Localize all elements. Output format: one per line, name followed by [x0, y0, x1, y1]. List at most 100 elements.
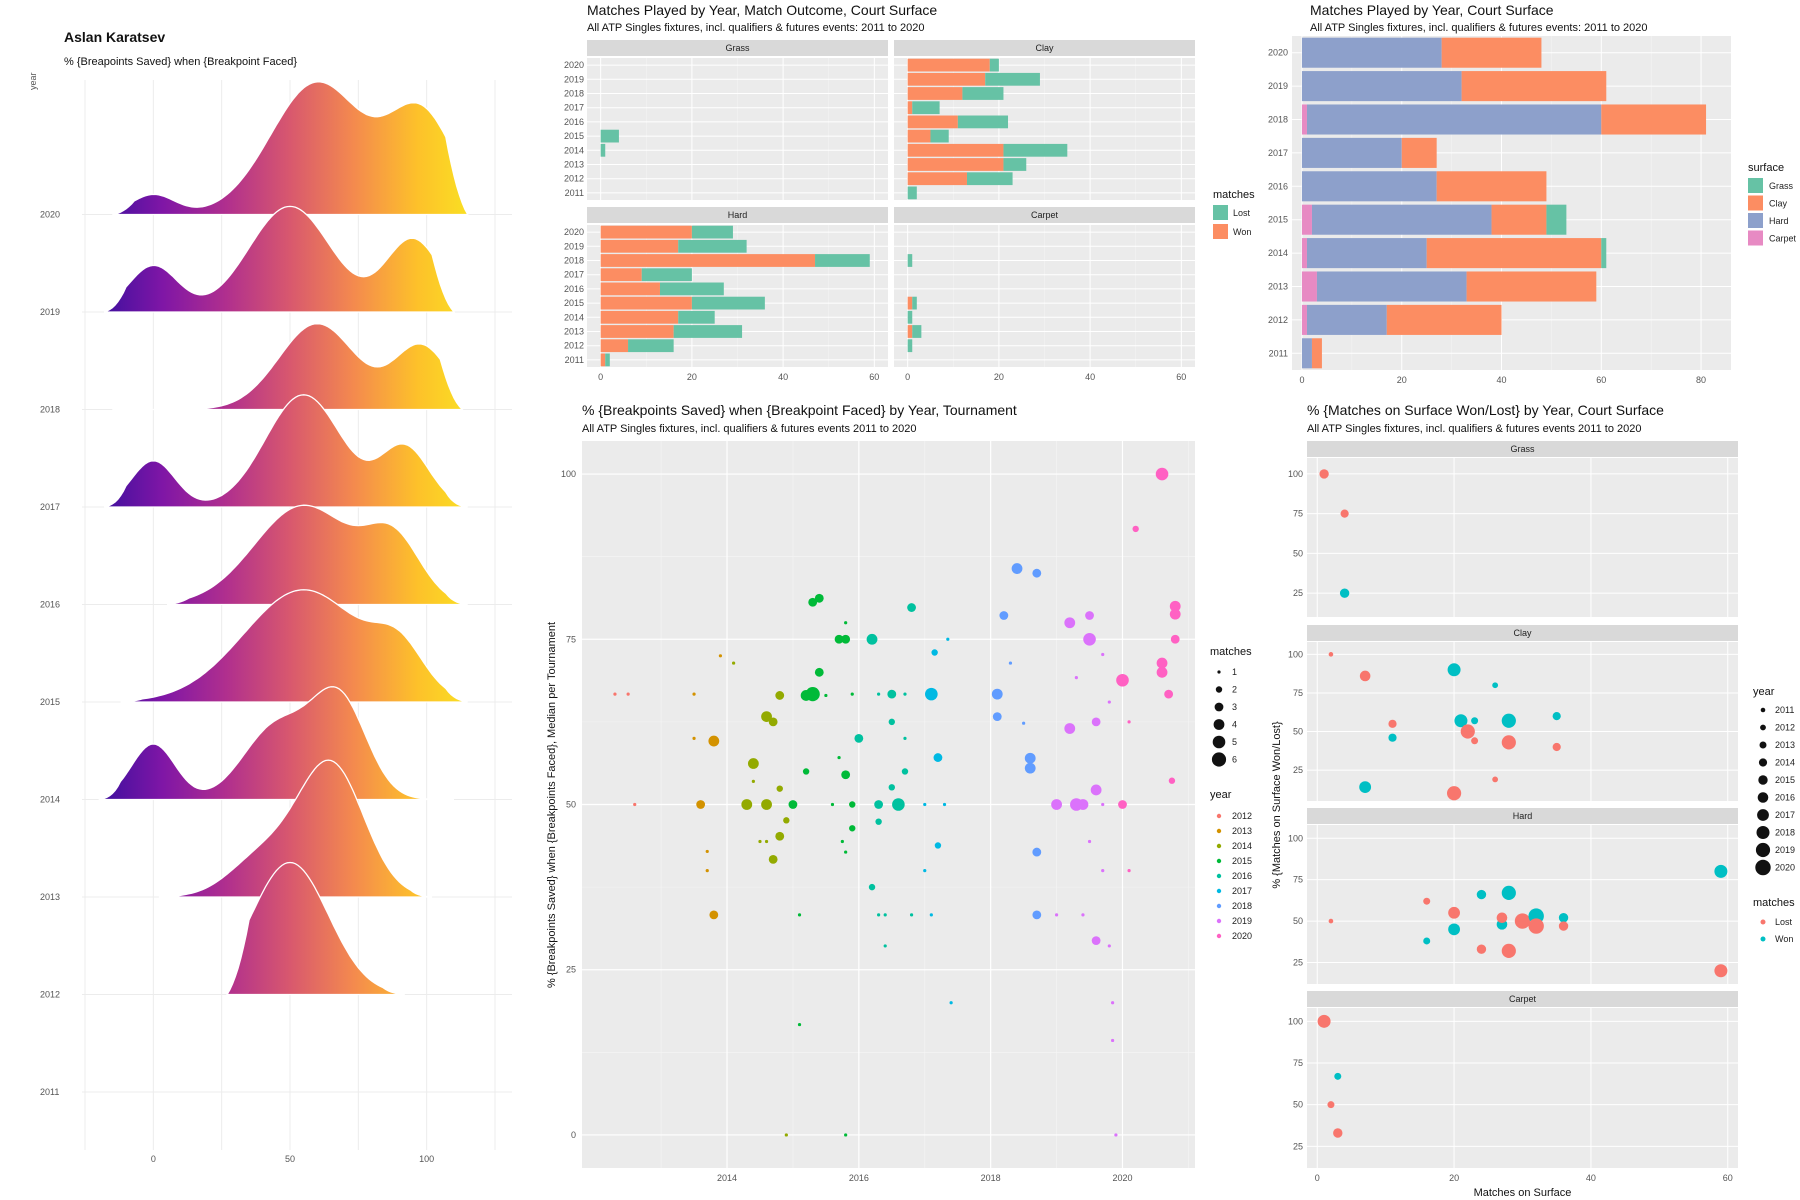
ridge-ytick: 2012: [40, 990, 60, 1000]
wl-ytick: 100: [1288, 833, 1303, 843]
surface-ytick: 2012: [1268, 315, 1288, 325]
ridge-2017: [103, 394, 468, 508]
point-2019: [1101, 868, 1105, 873]
tournament-xtick: 2018: [981, 1173, 1001, 1183]
point-2017: [934, 842, 942, 849]
bar-won-clay-2012: [907, 172, 967, 186]
bar-lost-grass-2014: [600, 143, 606, 157]
wl-year-legend-label: 2015: [1775, 775, 1795, 785]
tournament-xtick: 2016: [849, 1173, 869, 1183]
wl-point-hard: [1496, 912, 1508, 924]
point-2017: [929, 913, 933, 917]
bar-lost-clay-2016: [957, 115, 1009, 129]
wl-ylabel: % {Matches on Surface Won/Lost}: [1271, 721, 1283, 889]
wl-point-hard: [1501, 943, 1516, 958]
point-2016: [866, 633, 878, 645]
point-2015: [837, 755, 841, 760]
point-2015: [841, 770, 851, 780]
surface-legend-key-carpet: [1748, 230, 1763, 246]
wl-ytick: 50: [1293, 916, 1303, 926]
wl-point-hard: [1514, 913, 1531, 929]
wl-point-clay: [1552, 742, 1561, 752]
wl-year-legend-label: 2014: [1775, 758, 1795, 768]
wl-point-hard: [1714, 964, 1728, 978]
wl-point-clay: [1447, 663, 1461, 677]
outcome-ytick: 2019: [564, 74, 584, 84]
tournament-xtick: 2020: [1112, 1173, 1132, 1183]
point-2015: [814, 593, 824, 603]
wl-panel-bg: [1307, 458, 1738, 617]
strip-label: Carpet: [1031, 210, 1059, 220]
surface-subtitle: All ATP Singles fixtures, incl. qualifie…: [1310, 22, 1648, 34]
wl-point-hard: [1558, 921, 1569, 931]
point-2019: [1091, 936, 1101, 946]
point-2015: [849, 801, 856, 808]
bar-lost-clay-2017: [912, 101, 940, 115]
surface-legend-key-grass: [1748, 178, 1763, 193]
point-2019: [1064, 723, 1076, 734]
wl-strip-clay: [1307, 625, 1738, 641]
surface-ytick: 2020: [1268, 48, 1288, 58]
surface-ytick: 2011: [1269, 348, 1288, 358]
point-2014: [775, 691, 785, 700]
ridge-xtick: 100: [419, 1154, 434, 1164]
surface-ytick: 2019: [1268, 81, 1288, 91]
wl-year-legend-key: [1755, 842, 1771, 858]
wl-ytick: 75: [1293, 1058, 1303, 1068]
point-2020: [1169, 600, 1181, 612]
point-2012: [633, 802, 637, 807]
wl-strip-label: Grass: [1510, 444, 1535, 454]
outcome-ytick: 2018: [564, 89, 584, 99]
point-2017: [923, 802, 927, 807]
point-2016: [875, 818, 882, 825]
ridge-ytick: 2017: [40, 502, 60, 512]
wl-strip-label: Hard: [1513, 811, 1533, 821]
wl-year-legend-label: 2019: [1775, 845, 1795, 855]
size-legend-label: 1: [1232, 667, 1237, 677]
bar-grass-2014: [1601, 238, 1607, 269]
outcome-ytick: 2013: [564, 327, 584, 337]
point-2020: [1155, 467, 1169, 481]
bar-lost-clay-2014: [1003, 143, 1068, 157]
point-2015: [844, 621, 848, 625]
point-2016: [888, 784, 895, 791]
strip-clay: [894, 40, 1195, 56]
bar-won-hard-2019: [600, 239, 679, 253]
surface-ytick: 2015: [1268, 215, 1288, 225]
outcome-xtick: 60: [869, 372, 879, 382]
point-2015: [850, 692, 854, 696]
outcome-ytick: 2015: [564, 298, 584, 308]
bar-lost-carpet-2015: [912, 296, 917, 310]
point-2019: [1090, 784, 1102, 796]
outcome-ytick: 2017: [564, 103, 584, 113]
strip-label: Grass: [725, 43, 750, 53]
outcome-ytick: 2012: [564, 341, 584, 351]
wl-strip-label: Clay: [1513, 628, 1532, 638]
point-2013: [692, 692, 696, 696]
wl-point-clay: [1359, 670, 1371, 682]
point-2014: [775, 831, 785, 841]
point-2015: [830, 802, 835, 807]
bar-won-hard-2013: [600, 325, 674, 338]
point-2020: [1118, 800, 1127, 809]
point-2015: [849, 825, 856, 832]
point-2014: [768, 854, 778, 864]
year-legend-key: [1216, 888, 1222, 894]
bar-won-hard-2011: [600, 353, 606, 367]
point-2015: [824, 693, 828, 698]
ridge-xtick: 0: [151, 1154, 156, 1164]
size-legend-title: matches: [1210, 646, 1252, 658]
point-2018: [1024, 752, 1036, 764]
point-2013: [705, 849, 709, 854]
point-2016: [854, 734, 864, 743]
point-2019: [1101, 652, 1105, 657]
year-legend-key: [1216, 828, 1222, 834]
wl-strip-hard: [1307, 808, 1738, 824]
point-2016: [903, 736, 907, 741]
bar-clay-2015: [1491, 204, 1547, 235]
bar-lost-hard-2018: [815, 254, 870, 267]
legend-label-won: Won: [1233, 227, 1251, 237]
wl-point-clay: [1492, 776, 1499, 783]
wl-year-legend-label: 2017: [1775, 810, 1795, 820]
wl-year-legend-key: [1757, 792, 1769, 803]
